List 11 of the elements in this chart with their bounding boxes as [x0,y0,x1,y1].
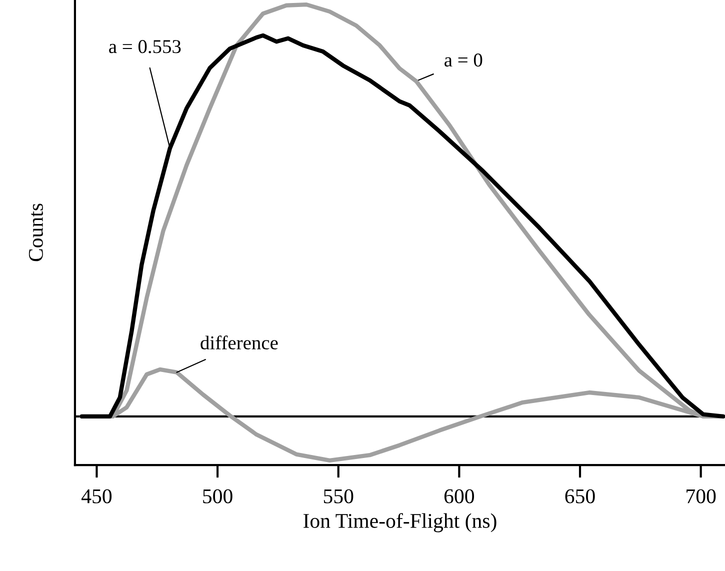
x-tick-label: 450 [81,489,112,504]
x-axis-title: Ion Time-of-Flight (ns) [304,513,496,532]
x-tick-label: 500 [203,489,232,504]
x-tick-label: 650 [565,489,595,504]
series-label: difference [200,336,278,350]
x-tick-label: 600 [444,489,474,504]
x-tick-label: 700 [686,489,716,504]
series-label: a = 0.553 [109,40,181,54]
series-label: a = 0 [444,53,482,67]
x-tick-label: 550 [324,489,354,504]
y-axis-title: Counts [28,204,43,262]
